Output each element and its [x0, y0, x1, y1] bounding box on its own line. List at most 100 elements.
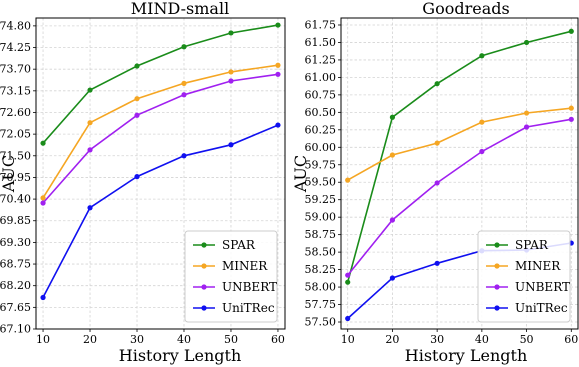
y-tick-label: 61.00	[305, 71, 337, 84]
x-tick-label: 50	[224, 333, 238, 346]
legend-marker-miner	[201, 263, 207, 269]
data-point-spar	[181, 44, 187, 50]
data-point-miner	[434, 140, 440, 146]
data-point-miner	[181, 80, 187, 86]
legend-label-unbert: UNBERT	[515, 280, 570, 294]
legend-box	[477, 230, 571, 323]
y-tick-label: 68.20	[0, 279, 31, 292]
legend-marker-unbert	[494, 284, 500, 290]
series-line-spar	[346, 30, 572, 283]
y-tick-label: 59.00	[305, 211, 337, 224]
data-point-unbert	[434, 180, 440, 186]
data-point-unitrec	[389, 275, 396, 281]
data-point-unbert	[568, 116, 574, 122]
data-point-unitrec	[87, 205, 93, 211]
legend-label-unbert: UNBERT	[222, 280, 277, 294]
x-tick-label: 10	[36, 333, 50, 346]
data-point-spar	[228, 30, 234, 36]
data-point-spar	[40, 140, 46, 146]
y-tick-label: 60.25	[305, 123, 337, 136]
legend-marker-unbert	[201, 284, 207, 290]
data-point-unbert	[87, 147, 93, 153]
data-point-spar	[523, 39, 530, 46]
chart-title: Goodreads	[422, 0, 509, 18]
y-tick-label: 72.60	[0, 106, 31, 119]
data-point-miner	[568, 105, 574, 111]
series-line-spar	[42, 24, 279, 144]
y-tick-label: 58.25	[305, 263, 337, 276]
series-miner	[40, 62, 281, 201]
legend-label-unitrec: UniTRec	[515, 301, 568, 315]
x-axis-label: History Length	[405, 346, 528, 365]
y-tick-label: 74.80	[0, 19, 31, 32]
series-line-miner	[42, 64, 279, 199]
data-point-unitrec	[275, 122, 281, 128]
data-point-unitrec	[40, 294, 46, 301]
data-point-unbert	[40, 200, 46, 206]
series-spar	[345, 28, 574, 285]
x-tick-label: 10	[341, 333, 355, 346]
data-point-unbert	[479, 148, 485, 155]
plot-frame	[35, 17, 286, 330]
series-unitrec	[40, 122, 281, 301]
legend-marker-spar	[494, 242, 500, 248]
goodreads-chart: 57.50 57.75 58.00 58.25 58.50 58.75 59.00 59.25…	[291, 0, 579, 365]
x-tick-label: 40	[177, 333, 191, 346]
legend-label-unitrec: UniTRec	[222, 301, 275, 315]
y-tick-label: 59.75	[305, 158, 337, 171]
y-axis-label: AUC	[0, 155, 18, 193]
series-line-unitrec	[42, 124, 279, 298]
y-tick-label: 67.65	[0, 301, 31, 314]
x-tick-label: 30	[130, 333, 144, 346]
data-point-spar	[568, 28, 574, 34]
x-axis-label: History Length	[119, 346, 242, 365]
x-tick-label: 60	[271, 333, 285, 346]
data-point-unbert	[345, 272, 351, 278]
x-tick-label: 20	[385, 333, 399, 346]
legend-marker-spar	[201, 242, 207, 248]
data-point-spar	[87, 87, 93, 93]
legend-marker-unitrec	[201, 305, 207, 311]
y-tick-label: 58.75	[305, 228, 337, 241]
legend: SPAR MINER UNBERT UniTRec	[184, 230, 278, 323]
data-point-miner	[389, 152, 396, 158]
data-point-miner	[228, 69, 234, 75]
y-tick-label: 57.50	[305, 316, 337, 329]
y-tick-label: 69.85	[0, 214, 31, 227]
data-point-spar	[479, 53, 485, 59]
chart-title: MIND-small	[131, 0, 229, 18]
y-tick-label: 60.50	[305, 106, 337, 119]
series-unbert	[40, 71, 281, 206]
data-point-unitrec	[181, 153, 187, 159]
y-tick-label: 61.75	[305, 18, 337, 31]
y-tick-label: 58.00	[305, 281, 337, 294]
legend-label-miner: MINER	[515, 259, 561, 273]
data-point-spar	[345, 279, 351, 285]
legend-marker-unitrec	[494, 305, 500, 311]
legend: SPAR MINER UNBERT UniTRec	[477, 230, 571, 323]
x-tick-label: 20	[83, 333, 97, 346]
legend-label-spar: SPAR	[515, 238, 549, 252]
y-tick-label: 67.10	[0, 323, 31, 336]
y-tick-label: 71.50	[0, 149, 31, 162]
legend-marker-miner	[494, 263, 500, 269]
y-tick-label: 72.05	[0, 128, 31, 141]
y-tick-label: 61.25	[305, 53, 337, 66]
series-line-unbert	[347, 118, 572, 276]
series-spar	[40, 22, 281, 146]
data-point-unitrec	[434, 260, 440, 266]
series-line-unbert	[42, 73, 279, 204]
data-point-unitrec	[134, 174, 140, 180]
data-point-unbert	[523, 124, 530, 130]
data-point-unitrec	[228, 142, 234, 148]
legend-box	[184, 230, 278, 323]
data-point-spar	[434, 81, 440, 87]
data-point-unitrec	[345, 315, 351, 322]
data-point-spar	[275, 22, 281, 28]
series-unbert	[345, 116, 574, 278]
data-point-miner	[134, 96, 140, 102]
data-point-spar	[134, 63, 140, 69]
x-tick-label: 60	[564, 333, 578, 346]
y-tick-label: 57.75	[305, 298, 337, 311]
